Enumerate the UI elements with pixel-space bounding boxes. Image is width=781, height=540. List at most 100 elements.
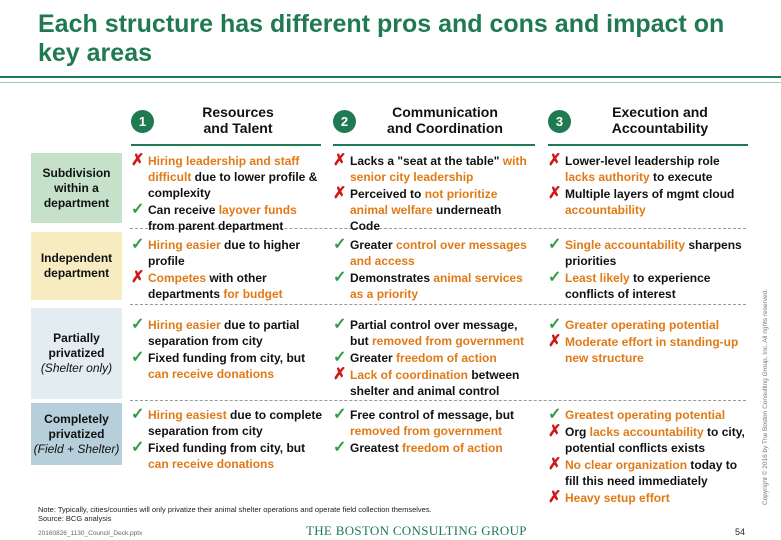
- item-highlight: can receive donations: [148, 367, 274, 381]
- item-highlight: lacks accountability: [590, 425, 704, 439]
- row-label-partially-privatized: Partially privatized (Shelter only): [31, 308, 122, 399]
- page-number: 54: [735, 527, 745, 537]
- row-label-line: department: [31, 196, 122, 211]
- item-highlight: for budget: [223, 287, 282, 301]
- checkmark-icon: ✓: [131, 201, 144, 219]
- item-text: Demonstrates: [350, 271, 433, 285]
- con-item: ✗ Perceived to not prioritize animal welf…: [333, 186, 533, 234]
- pro-item: ✓ Demonstrates animal services as a prior…: [333, 270, 533, 302]
- checkmark-icon: ✓: [333, 439, 346, 457]
- con-item: ✗ Lack of coordination between shelter an…: [333, 367, 533, 399]
- cell-partially-resources: ✓ Hiring easier due to partial separation…: [131, 317, 325, 383]
- column-number-badge: 1: [131, 110, 154, 133]
- item-highlight: Least likely: [565, 271, 630, 285]
- row-label-line: within a: [31, 181, 122, 196]
- item-text: Fixed funding from city, but: [148, 441, 305, 455]
- item-highlight: layover funds: [219, 203, 297, 217]
- pro-item: ✓ Greatest operating potential: [548, 407, 748, 423]
- checkmark-icon: ✓: [333, 316, 346, 334]
- checkmark-icon: ✓: [333, 236, 346, 254]
- item-text: Greater: [350, 351, 396, 365]
- pro-item: ✓ Greater operating potential: [548, 317, 748, 333]
- row-label-completely-privatized: Completely privatized (Field + Shelter): [31, 403, 122, 465]
- column-title: Resources and Talent: [155, 104, 321, 136]
- item-highlight: accountability: [565, 203, 646, 217]
- row-label-subdivision: Subdivision within a department: [31, 153, 122, 223]
- column-underline: [333, 144, 535, 146]
- cross-icon: ✗: [333, 152, 346, 170]
- cross-icon: ✗: [548, 185, 561, 203]
- column-underline: [131, 144, 321, 146]
- con-item: ✗ Competes with other departments for bud…: [131, 270, 325, 302]
- item-text: Fixed funding from city, but: [148, 351, 305, 365]
- pro-item: ✓ Hiring easier due to higher profile: [131, 237, 325, 269]
- checkmark-icon: ✓: [548, 236, 561, 254]
- cell-completely-communication: ✓ Free control of message, but removed fr…: [333, 407, 533, 457]
- item-text: Lower-level leadership role: [565, 154, 720, 168]
- row-label-subtitle: (Shelter only): [31, 361, 122, 376]
- item-text: Can receive: [148, 203, 219, 217]
- bcg-logo: THE BOSTON CONSULTING GROUP: [306, 523, 527, 539]
- item-highlight: Greatest operating potential: [565, 408, 725, 422]
- pro-item: ✓ Hiring easiest due to complete separati…: [131, 407, 325, 439]
- footer-filename: 20160826_1130_Council_Deck.pptx: [38, 530, 142, 537]
- item-highlight: Single accountability: [565, 238, 685, 252]
- item-text: Org: [565, 425, 590, 439]
- item-highlight: lacks authority: [565, 170, 650, 184]
- cell-partially-communication: ✓ Partial control over message, but remov…: [333, 317, 533, 400]
- cross-icon: ✗: [548, 423, 561, 441]
- cross-icon: ✗: [131, 152, 144, 170]
- copyright-notice: Copyright © 2016 by The Boston Consultin…: [762, 289, 769, 505]
- row-label-line: Partially: [31, 331, 122, 346]
- row-divider: [130, 304, 746, 305]
- checkmark-icon: ✓: [548, 406, 561, 424]
- pro-item: ✓ Greater control over messages and acces…: [333, 237, 533, 269]
- con-item: ✗ Moderate effort in standing-up new stru…: [548, 334, 748, 366]
- cross-icon: ✗: [548, 152, 561, 170]
- column-title: Communication and Coordination: [357, 104, 533, 136]
- row-label-line: privatized: [31, 427, 122, 442]
- item-text: Greater: [350, 238, 396, 252]
- checkmark-icon: ✓: [131, 439, 144, 457]
- item-highlight: freedom of action: [396, 351, 497, 365]
- item-highlight: Heavy setup effort: [565, 491, 670, 505]
- cell-independent-execution: ✓ Single accountability sharpens prioriti…: [548, 237, 748, 303]
- column-header-1: 1 Resources and Talent: [131, 104, 321, 148]
- pro-item: ✓ Greater freedom of action: [333, 350, 533, 366]
- cell-subdivision-communication: ✗ Lacks a "seat at the table" with senior…: [333, 153, 533, 235]
- cross-icon: ✗: [131, 269, 144, 287]
- pro-item: ✓ Greatest freedom of action: [333, 440, 533, 456]
- item-highlight: Hiring easier: [148, 238, 221, 252]
- con-item: ✗ Multiple layers of mgmt cloud accountab…: [548, 186, 748, 218]
- item-highlight: Hiring easier: [148, 318, 221, 332]
- title-divider: [0, 76, 781, 78]
- item-highlight: No clear organization: [565, 458, 687, 472]
- checkmark-icon: ✓: [131, 349, 144, 367]
- page-title: Each structure has different pros and co…: [38, 10, 758, 68]
- pro-item: ✓ Least likely to experience conflicts of…: [548, 270, 748, 302]
- item-highlight: freedom of action: [402, 441, 503, 455]
- cell-subdivision-execution: ✗ Lower-level leadership role lacks autho…: [548, 153, 748, 219]
- pro-item: ✓ Single accountability sharpens prioriti…: [548, 237, 748, 269]
- pro-item: ✓ Free control of message, but removed fr…: [333, 407, 533, 439]
- cell-independent-communication: ✓ Greater control over messages and acces…: [333, 237, 533, 303]
- column-title-line: Communication: [357, 104, 533, 120]
- cell-completely-resources: ✓ Hiring easiest due to complete separati…: [131, 407, 325, 473]
- column-header-2: 2 Communication and Coordination: [333, 104, 533, 148]
- item-text: Greatest: [350, 441, 402, 455]
- checkmark-icon: ✓: [131, 236, 144, 254]
- con-item: ✗ No clear organization today to fill thi…: [548, 457, 748, 489]
- checkmark-icon: ✓: [548, 269, 561, 287]
- note-text: Note: Typically, cities/counties will on…: [38, 505, 432, 514]
- row-label-line: Subdivision: [31, 166, 122, 181]
- row-divider: [130, 400, 746, 401]
- column-number-badge: 3: [548, 110, 571, 133]
- cell-independent-resources: ✓ Hiring easier due to higher profile ✗ Com…: [131, 237, 325, 303]
- checkmark-icon: ✓: [548, 316, 561, 334]
- column-title-line: Execution and: [572, 104, 748, 120]
- row-label-subtitle: (Field + Shelter): [31, 442, 122, 457]
- cell-partially-execution: ✓ Greater operating potential ✗ Moderate ef…: [548, 317, 748, 367]
- cell-completely-execution: ✓ Greatest operating potential ✗ Org lacks …: [548, 407, 748, 507]
- item-text: to execute: [650, 170, 713, 184]
- cross-icon: ✗: [333, 185, 346, 203]
